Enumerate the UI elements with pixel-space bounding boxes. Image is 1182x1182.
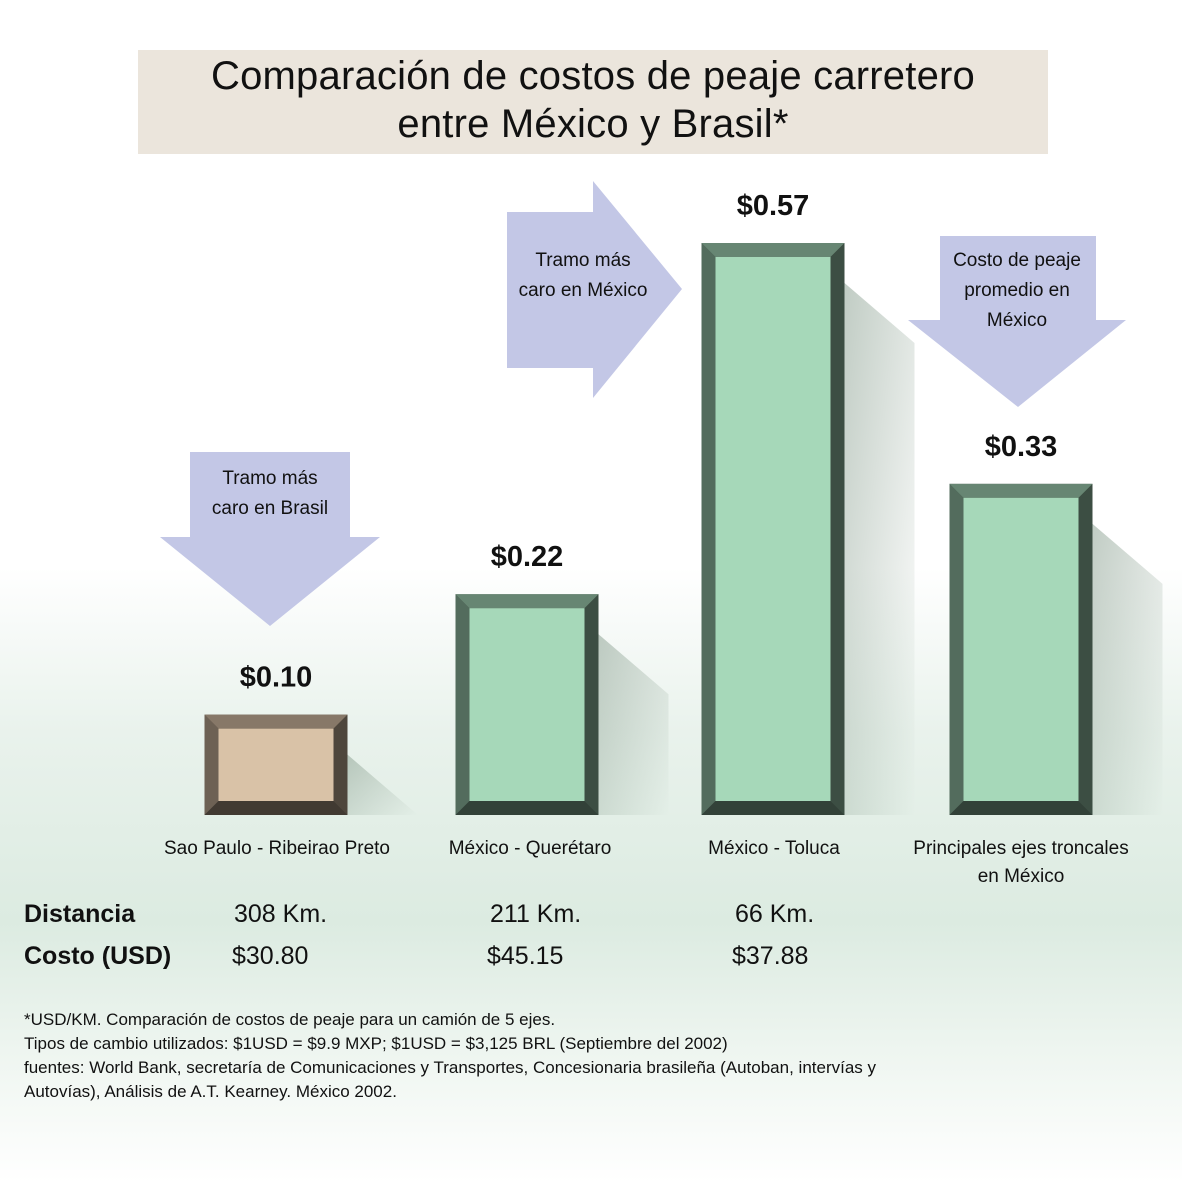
annotation-mexico-line-2: caro en México [518,280,648,301]
value-label-sao-paulo: $0.10 [240,662,313,694]
arrow-brasil [160,452,380,626]
annotation-arrows [160,181,1126,626]
bar-face [469,608,585,801]
category-label-line-1: Principales ejes troncales [913,838,1129,859]
annotation-promedio-line-1: Costo de peaje [953,250,1081,271]
bar-bevel-right [830,243,845,815]
distancia-label: Distancia [24,900,136,928]
costo-value: $45.15 [487,942,564,970]
footnote-line-1: *USD/KM. Comparación de costos de peaje … [24,1010,556,1029]
bar-shadow [844,283,915,815]
distancia-value: 211 Km. [490,900,582,928]
bar-bevel-right [1078,483,1093,815]
bar-bevel-right [333,714,348,815]
footnotes: *USD/KM. Comparación de costos de peaje … [24,1008,1024,1104]
bar-shadow [1092,523,1163,815]
bar-bevel-top [455,594,599,609]
bar-bevel-top [701,243,845,257]
value-label-mexico-toluca: $0.57 [737,190,810,222]
annotation-promedio-line-3: México [986,310,1048,331]
value-label-mexico-queretaro: $0.22 [491,541,564,573]
distancia-value: 308 Km. [234,900,328,928]
chart-title-line-2: entre México y Brasil* [397,102,789,146]
chart-title-line-1: Comparación de costos de peaje carretero [211,54,975,98]
costo-value: $37.88 [732,942,809,970]
bar-bevel-left [204,714,219,815]
value-label-principales-ejes: $0.33 [985,431,1058,463]
bar-shadow [347,754,418,815]
distancia-value: 66 Km. [735,900,815,928]
category-label-line: Sao Paulo - Ribeirao Preto [163,838,390,859]
bar-bevel-bottom [204,801,348,815]
bar-face [218,728,334,801]
annotation-brasil-line-1: Tramo más [222,468,318,489]
arrow-mexico [507,181,682,398]
category-label-mexico-queretaro: México - Querétaro [420,835,640,863]
category-label-line: México - Querétaro [448,838,612,859]
bar-principales-ejes [949,483,1163,815]
annotation-mexico-line-1: Tramo más [535,250,631,271]
title-box: Comparación de costos de peaje carretero… [138,50,1048,154]
annotation-mexico-text: Tramo más caro en México [507,246,659,306]
bar-mexico-toluca [701,243,915,815]
footnote-line-2: Tipos de cambio utilizados: $1USD = $9.9… [24,1034,728,1053]
bar-bevel-right [584,594,599,815]
bar-bevel-bottom [455,801,599,815]
bar-shadow [598,634,669,815]
bar-face [963,497,1079,801]
bar-bevel-bottom [949,801,1093,815]
bar-bevel-bottom [701,801,845,815]
bar-bevel-top [949,483,1093,498]
footnote-line-4: Autovías), Análisis de A.T. Kearney. Méx… [24,1082,397,1101]
bar-sao-paulo [204,714,418,815]
footnote-line-3: fuentes: World Bank, secretaría de Comun… [24,1058,877,1077]
bar-mexico-queretaro [455,594,669,815]
costo-label: Costo (USD) [24,942,172,970]
arrow-promedio [908,236,1126,407]
category-label-principales-ejes: Principales ejes troncales en México [880,835,1162,891]
bar-bevel-left [701,243,716,815]
annotation-promedio-text: Costo de peaje promedio en México [932,246,1102,336]
category-label-mexico-toluca: México - Toluca [664,835,884,863]
value-labels-group: $0.10 $0.22 $0.57 $0.33 [240,190,1058,694]
bar-bevel-left [949,483,964,815]
category-label-line-2: en México [977,866,1065,887]
bars-group [204,243,1163,815]
annotation-brasil-line-2: caro en Brasil [211,498,329,519]
bar-bevel-top [204,714,348,729]
category-label-line: México - Toluca [708,838,840,859]
category-label-sao-paulo: Sao Paulo - Ribeirao Preto [136,835,418,863]
bar-bevel-left [455,594,470,815]
annotation-promedio-line-2: promedio en [964,280,1070,301]
bar-face [715,257,831,801]
costo-value: $30.80 [232,942,309,970]
annotation-brasil-text: Tramo más caro en Brasil [190,464,350,524]
